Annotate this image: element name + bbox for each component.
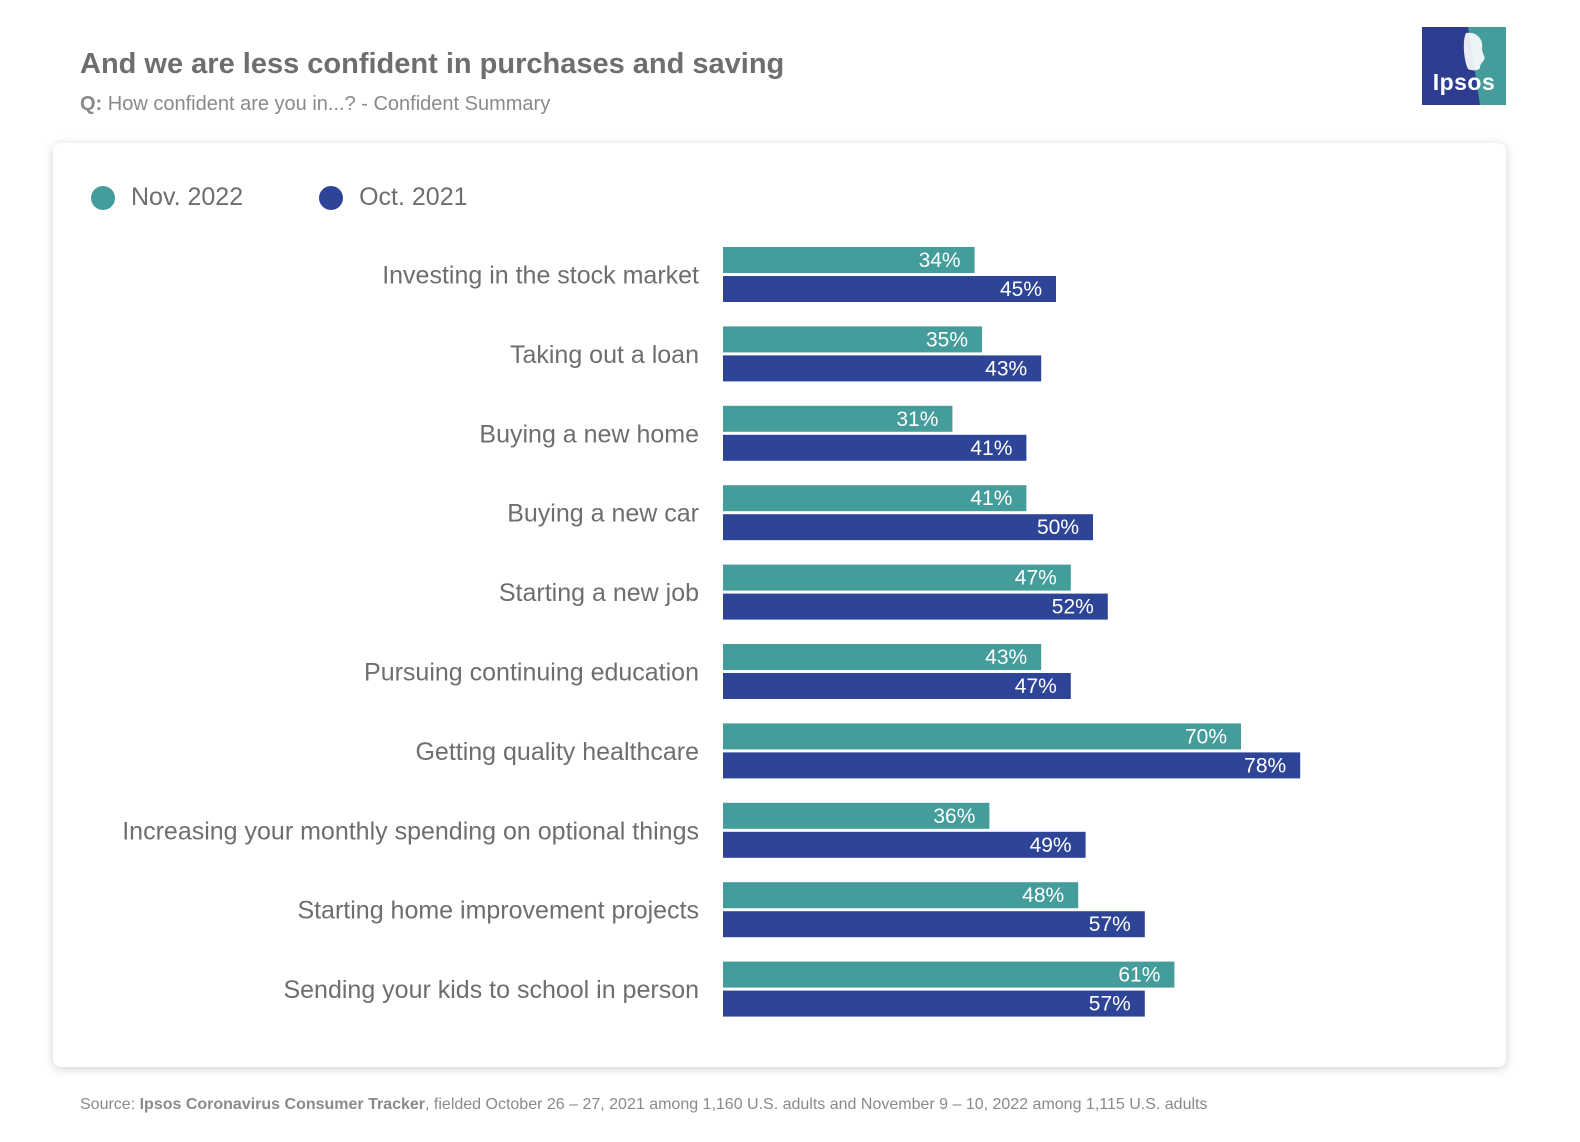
data-label: 57% [1089,993,1131,1016]
source-details: , fielded October 26 – 27, 2021 among 1,… [425,1096,1208,1113]
ipsos-logo: Ipsos [1422,27,1506,105]
category-label: Increasing your monthly spending on opti… [122,817,699,845]
question-subtitle: Q: How confident are you in...? - Confid… [80,93,550,116]
bar [723,752,1301,779]
legend-item-oct-2021: Oct. 2021 [319,183,468,212]
bar [723,644,1042,670]
bar [723,485,1027,512]
data-label: 41% [970,437,1012,460]
chart-card: Nov. 2022 Oct. 2021 Investing in the sto… [53,143,1506,1067]
logo-text: Ipsos [1432,69,1496,95]
category-label: Getting quality healthcare [415,738,699,766]
data-label: 43% [985,357,1027,380]
data-label: 49% [1030,834,1072,857]
data-label: 70% [1185,725,1227,748]
bar [723,276,1056,302]
bar [723,326,982,353]
bar [723,247,975,273]
data-label: 48% [1022,884,1064,907]
bar [723,882,1079,909]
bar [723,961,1175,988]
bar [723,911,1145,938]
data-label: 61% [1118,964,1160,987]
data-label: 41% [970,487,1012,510]
question-text: How confident are you in...? - Confident… [107,93,551,115]
data-label: 34% [919,249,961,272]
legend-label-oct-2021: Oct. 2021 [359,183,468,211]
data-label: 52% [1052,596,1094,619]
data-label: 47% [1015,567,1057,590]
bar [723,434,1027,461]
legend-dot-nov-2022 [91,185,115,210]
data-label: 35% [926,328,968,351]
bar [723,673,1071,699]
data-label: 47% [1015,675,1057,698]
category-label: Starting home improvement projects [297,897,699,925]
data-label: 43% [985,646,1027,669]
category-label: Pursuing continuing education [364,659,699,687]
data-label: 31% [896,408,938,431]
category-label: Buying a new car [507,500,699,528]
data-label: 45% [1000,278,1042,301]
legend-label-nov-2022: Nov. 2022 [131,183,244,211]
bar [723,990,1145,1017]
legend: Nov. 2022 Oct. 2021 [91,183,544,212]
data-label: 78% [1244,754,1286,777]
bar [723,514,1093,541]
bar [723,802,990,829]
bar [723,831,1086,858]
bar [723,405,953,432]
ipsos-logo-shape [1422,27,1506,105]
bar [723,593,1108,620]
data-label: 36% [933,805,975,828]
page-title: And we are less confident in purchases a… [80,48,785,80]
category-label: Starting a new job [499,579,699,607]
bar-chart: Investing in the stock market 34% 45% Takin… [122,247,1301,1017]
category-label: Buying a new home [479,420,699,448]
data-label: 57% [1089,913,1131,936]
bar [723,723,1241,750]
category-label: Taking out a loan [510,341,699,369]
category-label: Investing in the stock market [382,262,699,290]
legend-item-nov-2022: Nov. 2022 [91,183,243,212]
question-prefix: Q: [80,93,103,115]
bar [723,355,1042,382]
source-footnote: Source: Ipsos Coronavirus Consumer Track… [80,1096,1207,1114]
category-label: Sending your kids to school in person [283,976,699,1004]
source-prefix: Source: [80,1096,140,1113]
data-label: 50% [1037,516,1079,539]
source-name: Ipsos Coronavirus Consumer Tracker [139,1096,426,1113]
legend-dot-oct-2021 [319,185,344,210]
bar [723,564,1071,591]
